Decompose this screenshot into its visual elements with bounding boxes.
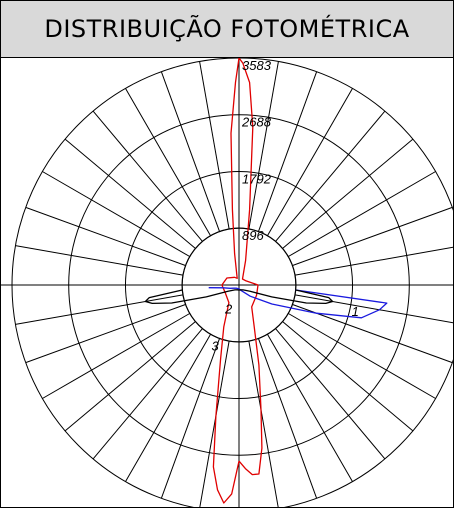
grid-spoke <box>92 110 203 242</box>
curve-2 <box>144 289 334 305</box>
grid-spoke <box>295 246 453 276</box>
polar-grid <box>1 58 453 507</box>
grid-spoke <box>288 313 436 399</box>
grid-spoke <box>15 294 183 325</box>
grid-spoke <box>295 294 453 324</box>
grid-spoke <box>160 338 220 499</box>
curve-group <box>144 58 388 504</box>
grid-spoke <box>25 206 186 266</box>
curve-1 <box>208 287 388 319</box>
grid-spoke <box>92 328 203 460</box>
grid-spoke <box>199 341 230 507</box>
grid-spoke <box>248 61 279 229</box>
curve-3 <box>212 58 263 504</box>
grid-spoke <box>292 206 453 266</box>
grid-spoke <box>64 321 196 432</box>
grid-spoke <box>292 304 453 364</box>
radial-tick-label: 3583 <box>242 58 272 73</box>
curve-label-2: 2 <box>224 302 233 317</box>
grid-spoke <box>248 341 279 507</box>
grid-spoke <box>42 171 190 257</box>
grid-spoke <box>288 171 436 257</box>
curve-label-1: 1 <box>352 304 359 319</box>
grid-spoke <box>125 88 211 236</box>
curve-label-3: 3 <box>212 338 220 353</box>
grid-spoke <box>25 304 186 364</box>
grid-spoke <box>42 313 190 399</box>
polar-chart: 896 1792 2688 3583 1 2 3 <box>1 58 453 507</box>
grid-spoke <box>258 338 318 499</box>
radial-tick-label: 2688 <box>241 115 272 130</box>
grid-spoke <box>258 71 318 232</box>
grid-spoke <box>160 71 220 232</box>
grid-spoke <box>282 321 414 432</box>
grid-spoke <box>275 328 386 460</box>
radial-tick-label: 896 <box>242 228 264 243</box>
label-group: 896 1792 2688 3583 1 2 3 <box>212 58 359 353</box>
grid-spoke <box>282 138 414 249</box>
grid-spoke <box>199 61 230 229</box>
grid-spoke <box>267 88 353 236</box>
page-title: DISTRIBUIÇÃO FOTOMÉTRICA <box>1 1 453 58</box>
grid-spoke <box>125 334 211 482</box>
radial-tick-label: 1792 <box>242 171 272 186</box>
grid-spoke <box>64 138 196 249</box>
grid-spoke <box>15 245 183 276</box>
grid-spoke <box>275 110 386 242</box>
grid-spoke <box>267 334 353 482</box>
grid-ring <box>11 58 453 507</box>
